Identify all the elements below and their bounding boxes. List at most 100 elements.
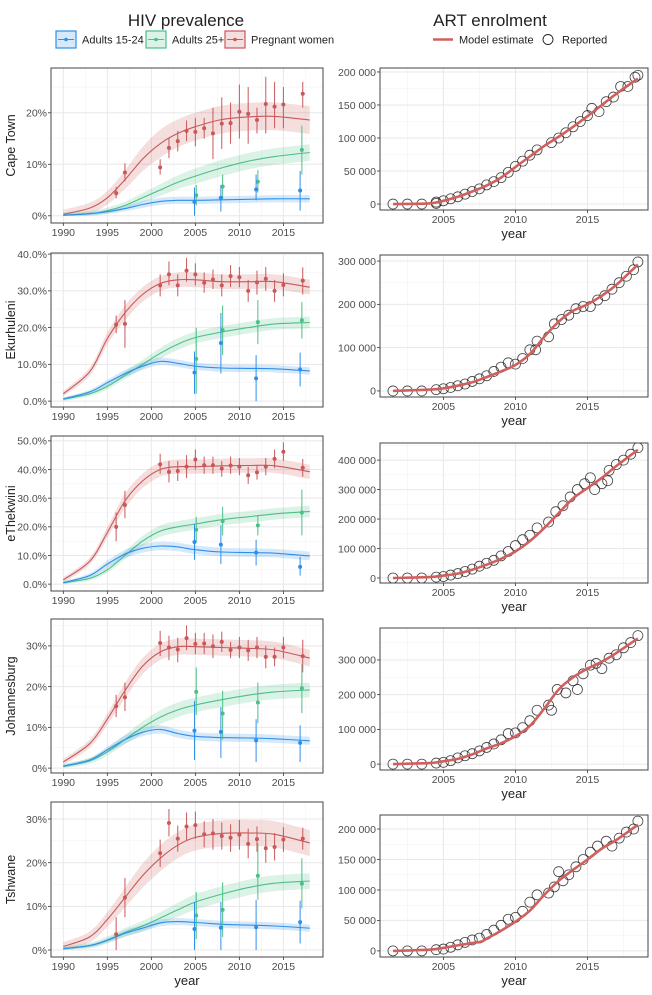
data-point (158, 283, 163, 288)
y-tick-label: 200 000 (338, 67, 376, 79)
legend-hiv: Adults 15-24 Adults 25+ Pregnant women (55, 30, 334, 49)
data-point (237, 832, 242, 837)
data-point (298, 920, 303, 925)
data-point (210, 463, 215, 468)
reported-point (502, 913, 514, 925)
data-point (246, 288, 251, 293)
y-tick-label: 0.0% (23, 579, 47, 591)
hiv-panel-tshwane: 1990 1995 2000 2005 2010 2015 0% 10% 20% 30% Tshwa… (4, 801, 324, 988)
reported-point (632, 443, 644, 454)
reported-point (466, 186, 478, 197)
data-point (281, 645, 286, 650)
y-tick-label: 30.0% (17, 286, 47, 298)
reported-point (620, 826, 632, 838)
reported-point (531, 889, 543, 901)
reported-point (510, 358, 521, 370)
model-estimate-line (392, 77, 639, 206)
y-tick-label: 200 000 (338, 514, 376, 526)
data-point (220, 519, 225, 524)
x-tick-label: 1990 (52, 227, 76, 239)
model-line (63, 151, 310, 216)
data-point (202, 832, 207, 837)
data-point (175, 283, 180, 288)
data-point (218, 542, 223, 547)
reported-point (602, 475, 614, 487)
y-tick-label: 20.0% (17, 322, 47, 334)
reported-point (546, 704, 557, 716)
x-tick-label: 2010 (228, 227, 252, 239)
y-tick-label: 150 000 (338, 100, 376, 112)
data-point (228, 274, 233, 279)
data-point (218, 195, 223, 200)
hiv-panel-ekurhuleni: 1990 1995 2000 2005 2010 2015 0.0% 10.0% 20.0% 30… (4, 249, 324, 423)
data-point (192, 728, 197, 733)
x-tick-label: 2000 (140, 411, 164, 423)
art-panel-tshwane: 2005 2010 2015 0 50 000 100 000 150 000 200 000… (338, 814, 649, 988)
data-point (246, 841, 251, 846)
reported-point (596, 663, 608, 675)
x-tick-label: 1990 (52, 961, 76, 973)
data-point (263, 276, 268, 281)
reported-point (466, 934, 478, 946)
data-point (255, 523, 260, 528)
data-point (202, 641, 207, 646)
data-point (193, 129, 198, 134)
y-tick-label: 30% (26, 641, 47, 653)
panel-background (51, 68, 323, 223)
x-tick-label: 2005 (184, 961, 208, 973)
model-line (63, 198, 310, 216)
x-tick-label: 2010 (504, 774, 528, 786)
y-tick-label: 10% (26, 722, 47, 734)
reported-point (618, 642, 629, 654)
reported-point (474, 745, 485, 757)
reported-point (531, 144, 543, 156)
legend-key-reported (542, 34, 554, 45)
art-panel-johannesburg: 2005 2010 2015 0 100 000 200 000 300 000 year (338, 627, 649, 801)
legend-label: Adults 25+ (172, 35, 224, 47)
data-point (272, 104, 277, 109)
ci-band (63, 195, 310, 216)
legend-item-adults-15-24: Adults 15-24 (55, 30, 144, 49)
data-point (184, 268, 189, 273)
reported-point (574, 116, 586, 127)
data-point (255, 320, 260, 325)
reported-point (557, 500, 569, 512)
ci-band (63, 458, 310, 583)
x-tick-label: 2005 (432, 961, 456, 973)
data-point (254, 376, 259, 381)
y-tick-label: 50.0% (17, 436, 47, 448)
data-point (193, 457, 198, 462)
y-tick-label: 150 000 (338, 854, 376, 866)
y-tick-label: 100 000 (338, 543, 376, 555)
x-tick-label: 1995 (96, 595, 120, 607)
data-point (202, 463, 207, 468)
panel-border (379, 814, 649, 958)
data-point (194, 193, 199, 198)
data-point (175, 468, 180, 473)
y-tick-label: 0 (370, 573, 376, 585)
y-tick-label: 0% (32, 763, 47, 775)
data-point (300, 278, 305, 283)
data-point (254, 118, 259, 123)
x-tick-label: 2000 (140, 595, 164, 607)
hiv-panel-ethekwini: 1990 1995 2000 2005 2010 2015 0.0% 10.0% 20.0% 30… (4, 435, 324, 607)
y-tick-label: 10% (26, 159, 47, 171)
data-point (219, 283, 224, 288)
data-point (263, 654, 268, 659)
ci-band (63, 918, 310, 950)
y-tick-label: 10.0% (17, 359, 47, 371)
reported-point (531, 522, 543, 534)
reported-point (474, 183, 485, 195)
y-tick-label: 20% (26, 108, 47, 120)
data-point (218, 925, 223, 930)
data-point (166, 272, 171, 277)
y-tick-label: 50 000 (344, 915, 376, 927)
data-point (299, 881, 304, 886)
plot-area (387, 443, 644, 583)
x-tick-label: 2010 (228, 595, 252, 607)
hiv-panel-johannesburg: 1990 1995 2000 2005 2010 2015 0% 10% 20% 30% Johan… (4, 618, 324, 789)
right-title: ART enrolment (433, 11, 547, 30)
panel-label-region: eThekwini (4, 485, 18, 541)
data-point (220, 328, 225, 333)
model-line (63, 832, 310, 948)
